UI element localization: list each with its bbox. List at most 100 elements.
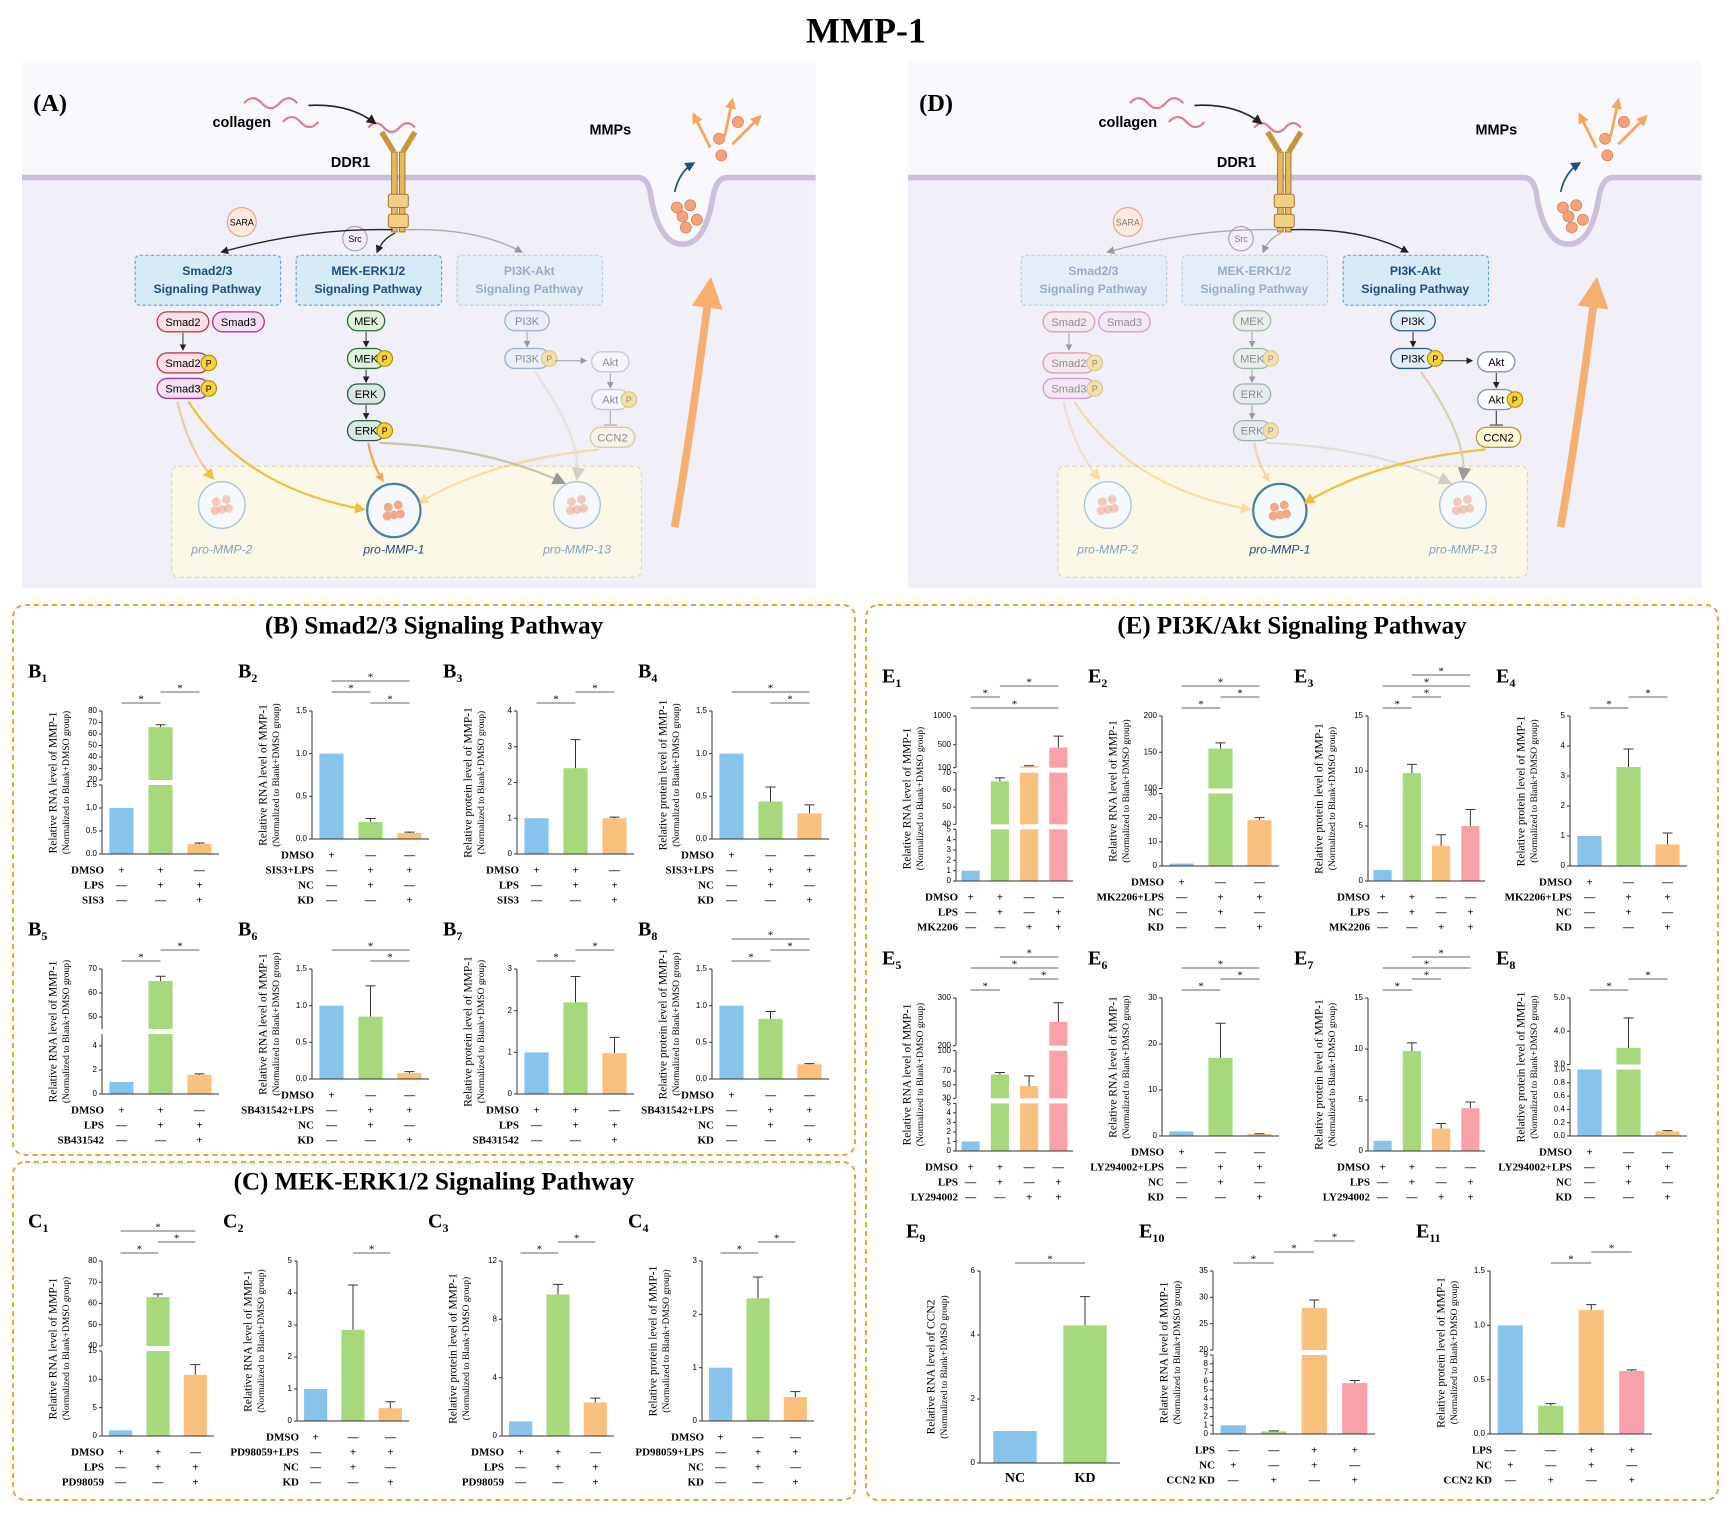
bar xyxy=(1616,1048,1640,1136)
y-tick-label: 0 xyxy=(508,1089,513,1098)
mmp-cluster xyxy=(1577,214,1588,225)
y-tick-label: 5 xyxy=(1359,821,1364,830)
pathway-sub: Signaling Pathway xyxy=(314,282,422,296)
treatment-sign: + xyxy=(767,865,773,877)
treatment-sign: + xyxy=(1409,907,1415,919)
phospho-label: P xyxy=(1512,395,1518,405)
treatment-name: LPS xyxy=(84,1120,104,1132)
y-tick-label: 0 xyxy=(1359,1146,1364,1155)
treatment-sign: + xyxy=(755,1447,761,1459)
y-tick-label: 60 xyxy=(88,729,97,738)
treatment-sign: — xyxy=(154,1135,167,1147)
treatment-sign: + xyxy=(1588,1445,1594,1457)
section-title: (B) Smad2/3 Signaling Pathway xyxy=(265,613,604,640)
bar xyxy=(319,754,343,839)
bar xyxy=(509,1421,532,1436)
treatment-sign: + xyxy=(792,1447,798,1459)
y-tick-label: 0 xyxy=(971,1458,976,1467)
error-bar xyxy=(1627,1370,1637,1371)
y-tick-label: 1 xyxy=(1561,831,1566,840)
mmp-cluster xyxy=(384,503,393,512)
treatment-sign: + xyxy=(1256,1162,1262,1174)
treatment-sign: — xyxy=(403,880,416,892)
panel-index: 6 xyxy=(251,929,257,943)
treatment-sign: + xyxy=(1629,1475,1635,1487)
y-tick-label: 6 xyxy=(971,1266,976,1275)
y-tick-label: 50 xyxy=(88,1320,97,1329)
treatment-name: NC xyxy=(1148,907,1164,919)
y-tick-label: 2 xyxy=(288,1352,293,1361)
treatment-name: DMSO xyxy=(1337,1162,1370,1174)
treatment-sign: + xyxy=(118,865,124,877)
treatment-sign: — xyxy=(1023,1162,1036,1174)
treatment-sign: + xyxy=(350,1447,356,1459)
y-tick-label: 5.0 xyxy=(1554,993,1566,1002)
treatment-name: NC xyxy=(698,880,714,892)
treatment-sign: + xyxy=(157,880,163,892)
bar xyxy=(1049,1022,1067,1151)
y-tick-label: 1 xyxy=(508,813,513,822)
treatment-sign: — xyxy=(714,1462,727,1474)
error-bar xyxy=(190,1365,200,1375)
y-tick-label: 2 xyxy=(508,1006,513,1015)
y-tick-label: 1.5 xyxy=(296,706,308,715)
pathway-name: Smad2/3 xyxy=(182,264,232,278)
treatment-sign: — xyxy=(1376,1192,1389,1204)
treatment-sign: + xyxy=(350,1462,356,1474)
protein-label: PI3K xyxy=(1401,316,1426,328)
y-tick-label: 80 xyxy=(88,1256,97,1265)
section-title: (E) PI3K/Akt Signaling Pathway xyxy=(1117,613,1467,640)
protein-label: Akt xyxy=(1488,395,1504,407)
y-tick-label: 0.5 xyxy=(696,791,708,800)
treatment-sign: + xyxy=(1026,922,1032,934)
sig-label: * xyxy=(1291,1243,1297,1255)
mmp-cluster xyxy=(714,133,725,144)
panel-index: 8 xyxy=(1509,958,1515,972)
sig-label: * xyxy=(137,1244,143,1256)
treatment-sign: — xyxy=(1625,1460,1638,1472)
panel-label: C4 xyxy=(628,1211,648,1235)
pathway-name: Smad2/3 xyxy=(1068,264,1118,278)
treatment-name: DMSO xyxy=(281,850,314,862)
mmp-cluster xyxy=(1566,222,1577,233)
y-axis-label: Relative protein level of MMP-1 xyxy=(463,956,475,1107)
treatment-sign: — xyxy=(1175,907,1188,919)
phospho-label: P xyxy=(1092,384,1098,394)
y-tick-label: 0 xyxy=(93,1089,98,1098)
panel-label: B6 xyxy=(238,919,257,943)
protein-label: ERK xyxy=(1241,389,1264,401)
treatment-name: KD xyxy=(688,1477,705,1489)
y-tick-label: 4 xyxy=(288,1288,293,1297)
y-axis-label: Relative protein level of MMP-1 xyxy=(1516,715,1528,866)
treatment-sign: — xyxy=(1622,922,1635,934)
treatment-sign: + xyxy=(572,1105,578,1117)
treatment-name: LPS xyxy=(1350,1177,1370,1189)
sig-label: * xyxy=(1438,666,1444,678)
treatment-name: KD xyxy=(1148,922,1165,934)
sig-label: * xyxy=(574,1233,580,1245)
bar xyxy=(397,1073,421,1079)
treatment-name: SIS3+LPS xyxy=(666,865,714,877)
error-bar xyxy=(1436,1123,1446,1128)
bar xyxy=(1577,1070,1601,1137)
treatment-sign: — xyxy=(193,865,206,877)
pathway-box xyxy=(296,255,441,305)
treatment-name: KD xyxy=(1556,1192,1573,1204)
mmp-cluster xyxy=(1463,495,1472,504)
y-tick-label: 50 xyxy=(88,1012,97,1021)
treatment-name: SB431542+LPS xyxy=(641,1105,714,1117)
treatment-sign: + xyxy=(533,865,539,877)
y-tick-label: 30 xyxy=(88,764,97,773)
treatment-sign: + xyxy=(1379,1162,1385,1174)
treatment-sign: — xyxy=(1622,1192,1635,1204)
treatment-name: NC xyxy=(1476,1460,1492,1472)
treatment-sign: + xyxy=(611,1135,617,1147)
treatment-sign: — xyxy=(1661,1147,1674,1159)
treatment-sign: + xyxy=(1664,1192,1670,1204)
sig-label: * xyxy=(368,672,374,684)
treatment-name: LPS xyxy=(84,1462,104,1474)
error-bar xyxy=(1663,833,1673,844)
treatment-name: LPS xyxy=(938,1177,958,1189)
error-bar xyxy=(805,1064,815,1065)
